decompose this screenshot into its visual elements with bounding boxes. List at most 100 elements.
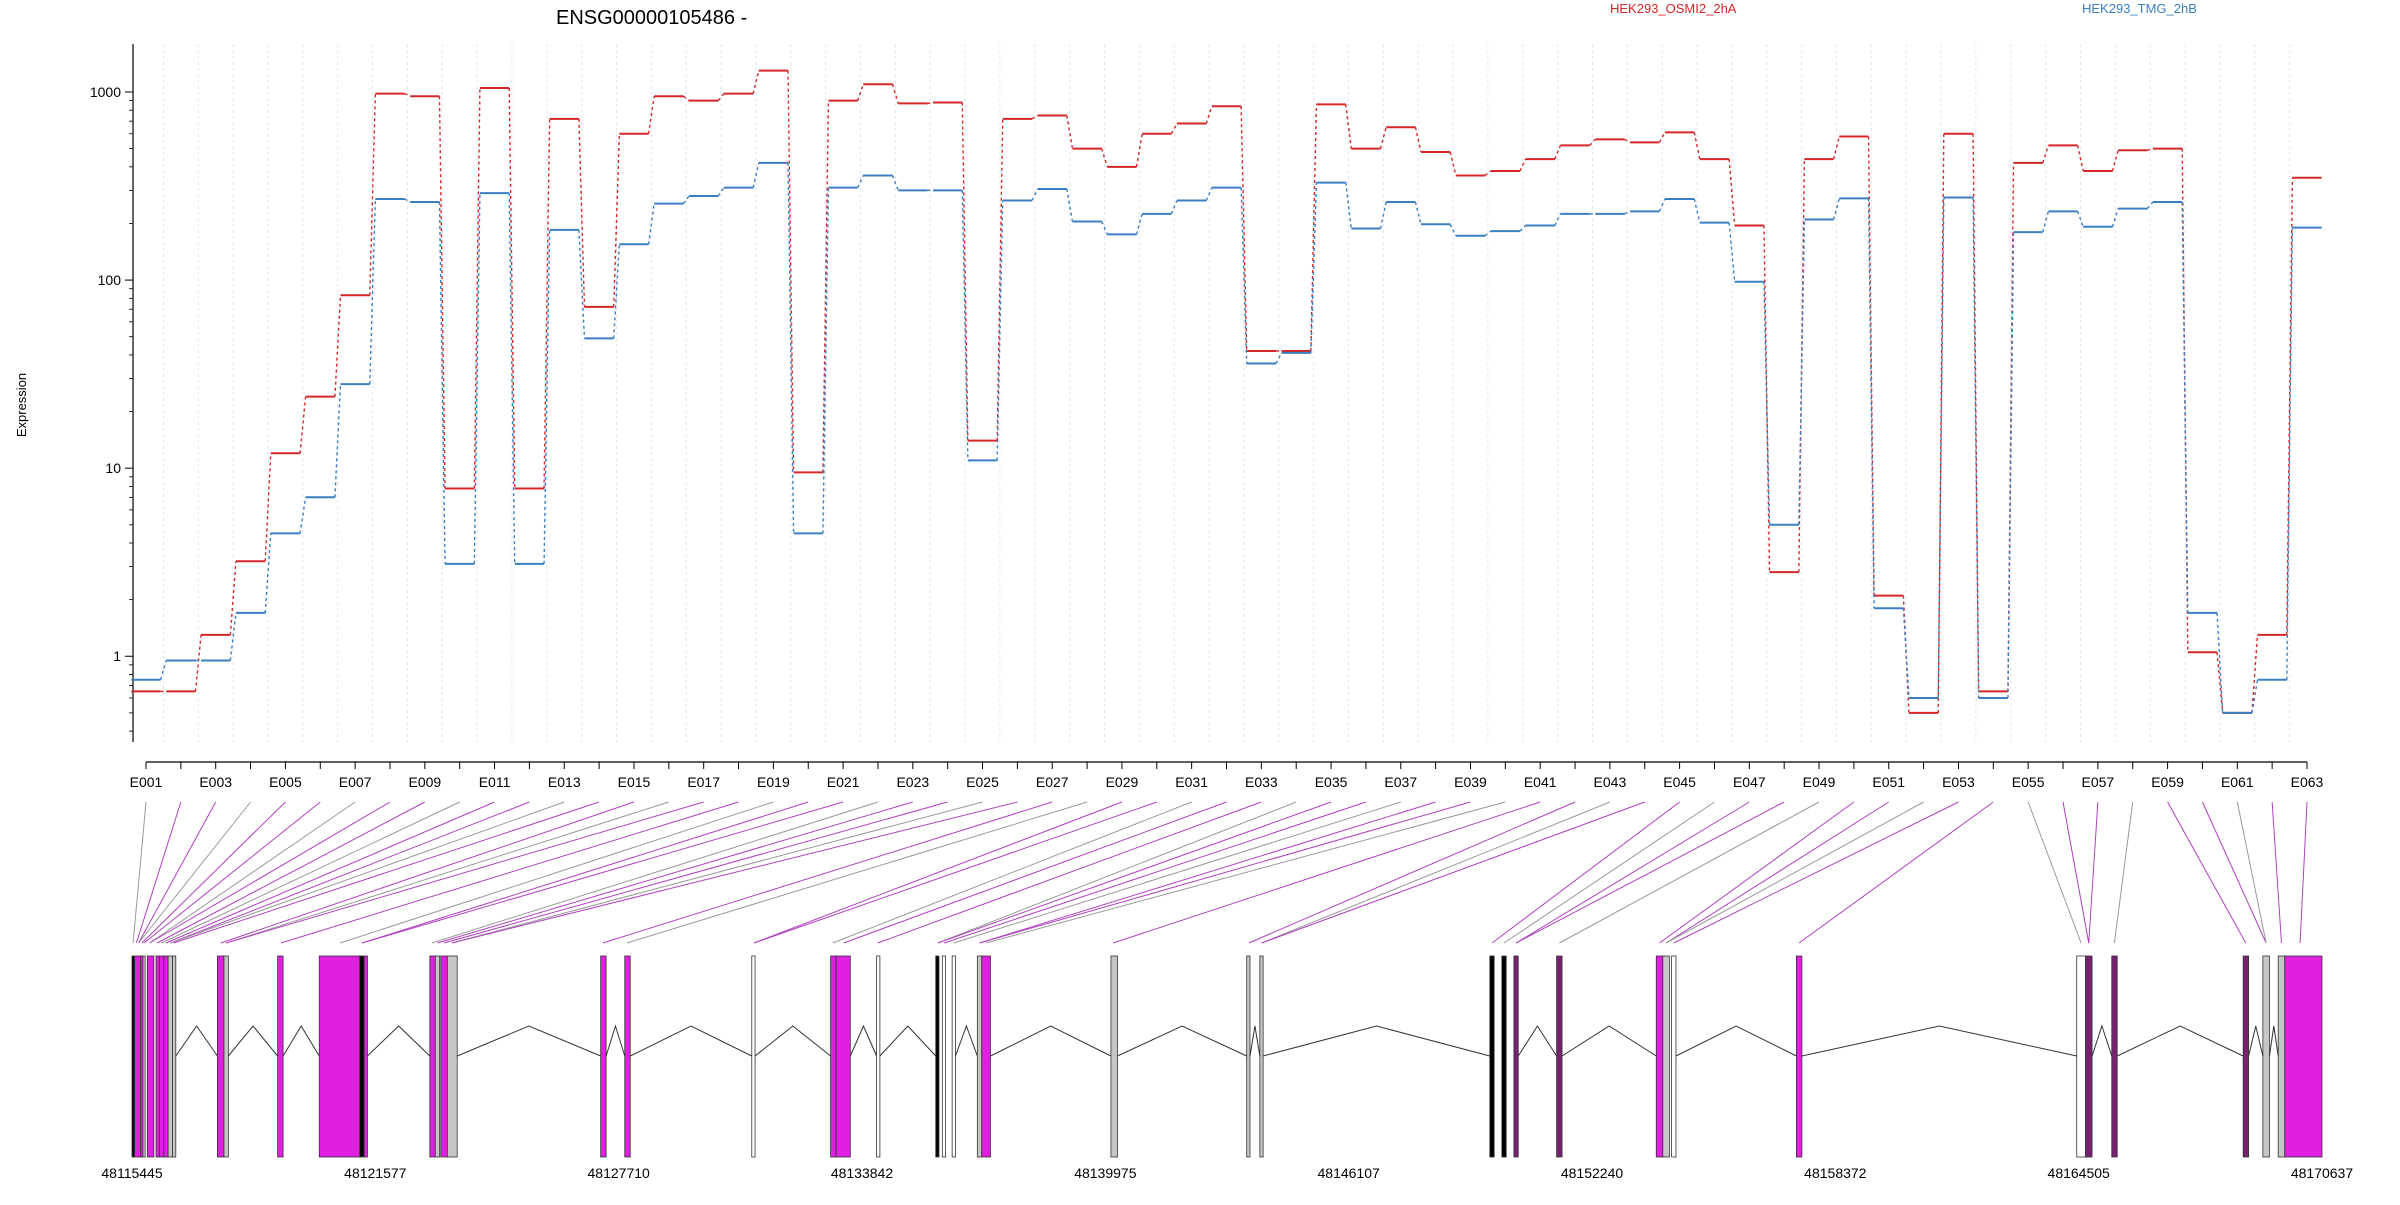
series-1-connector [1624, 138, 1631, 143]
series-2-connector [787, 162, 795, 534]
series-2-connector [1624, 210, 1631, 215]
exon-connector [953, 801, 1401, 944]
series-2-connector [857, 175, 864, 188]
exon-box [1501, 955, 1507, 1158]
exon-connector [2201, 801, 2267, 944]
exon-connector [1248, 801, 1576, 944]
exon-connector [979, 801, 1471, 944]
exon-connector [161, 801, 460, 944]
series-2-connector [1066, 188, 1074, 222]
genome-tick-label: 48127710 [588, 1165, 651, 1181]
series-1-connector [1902, 595, 1910, 713]
exon-box [951, 955, 956, 1158]
series-1-connector [647, 96, 655, 134]
x-tick-label: E015 [618, 774, 651, 790]
exon-connector [135, 801, 182, 944]
exon-box [1662, 955, 1670, 1158]
x-tick-label: E039 [1454, 774, 1487, 790]
intron [457, 1025, 601, 1057]
exon-box [2277, 955, 2286, 1158]
exon-connector-lines [132, 801, 2308, 944]
exon-box [1671, 955, 1677, 1158]
legend-series-2: HEK293_TMG_2hB [2082, 1, 2197, 16]
exon-box [429, 955, 436, 1158]
series-2-connector [1867, 198, 1875, 609]
series-2-connector [1728, 222, 1736, 282]
x-tick-label: E021 [827, 774, 860, 790]
exon-connector [602, 801, 1053, 944]
series-2 [131, 161, 2322, 714]
exon-connector [832, 801, 1192, 944]
x-tick-label: E047 [1733, 774, 1766, 790]
series-1 [131, 69, 2322, 714]
intron [849, 1024, 878, 1057]
exon-connector [220, 801, 635, 944]
intron [2268, 1025, 2279, 1057]
intron [1675, 1025, 1797, 1057]
exon-connector [1515, 801, 1750, 944]
exon-box [1110, 955, 1118, 1158]
genome-axis: 48115445 48121577 48127710 48133842 48139975… [101, 1165, 2353, 1181]
series-2-connector [299, 497, 307, 534]
x-tick-label: E019 [757, 774, 790, 790]
series-2-connector [1693, 198, 1701, 223]
x-tick-label: E053 [1942, 774, 1975, 790]
exon-box [2262, 955, 2270, 1158]
exon-box [600, 955, 607, 1158]
series-1-connector [1205, 106, 1213, 124]
series-1-connector [1728, 159, 1736, 226]
intron [227, 1025, 279, 1057]
exon-connector [170, 801, 565, 944]
series-2-connector [647, 203, 655, 245]
intron [175, 1025, 218, 1057]
genome-tick-label: 48133842 [831, 1165, 894, 1181]
series-2-connector [1449, 223, 1457, 237]
series-2-connector [1902, 608, 1910, 699]
exon-box [163, 955, 169, 1158]
exon-box [830, 955, 837, 1158]
x-tick-label: E001 [130, 774, 163, 790]
x-tick-label: E031 [1175, 774, 1208, 790]
series-2-connector [752, 162, 760, 188]
intron [1801, 1025, 2077, 1057]
series-1-connector [578, 118, 586, 307]
series-2-connector [404, 198, 411, 203]
series-2-connector [2146, 201, 2154, 210]
x-tick-label: E043 [1594, 774, 1627, 790]
series-2-connector [1414, 201, 1422, 225]
exon-connector [979, 801, 1436, 944]
x-tick-label: E049 [1803, 774, 1836, 790]
exon-connector [173, 801, 600, 944]
exon-box [359, 955, 365, 1158]
x-tick-label: E041 [1524, 774, 1557, 790]
series-1-connector [2251, 634, 2259, 713]
series-2-connector [229, 612, 237, 661]
series-2-connector [334, 384, 342, 498]
series-1-connector [961, 102, 969, 441]
series-1-connector [2216, 652, 2224, 713]
x-tick-label: E013 [548, 774, 581, 790]
exon-tick-labels: E001 E003 E005 E007 E009 E011 E013 E015 E017 E019… [130, 762, 2324, 790]
exon-connector [1665, 801, 1924, 944]
exon-box [1513, 955, 1519, 1158]
exon-box [981, 955, 991, 1158]
exon-box [876, 955, 881, 1158]
exon-connector [1559, 801, 1820, 944]
exon-box [167, 955, 173, 1158]
series-1-connector [1170, 123, 1178, 135]
exon-box [223, 955, 229, 1158]
x-tick-label: E063 [2291, 774, 2324, 790]
x-tick-label: E005 [269, 774, 302, 790]
exon-connector [149, 801, 391, 944]
series-1-connector [613, 133, 621, 307]
x-tick-label: E057 [2082, 774, 2115, 790]
exon-box [142, 955, 146, 1158]
series-2-connector [543, 229, 551, 564]
exon-box [158, 955, 165, 1158]
exon-connector [132, 801, 147, 944]
x-tick-label: E055 [2012, 774, 2045, 790]
series-1-connector [2286, 177, 2294, 635]
genome-tick-label: 48170637 [2291, 1165, 2354, 1181]
